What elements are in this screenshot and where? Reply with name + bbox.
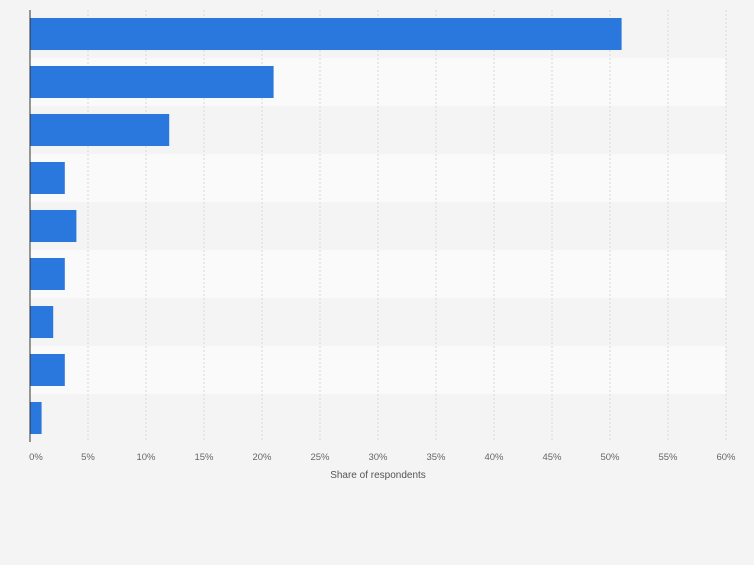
bar[interactable] <box>30 66 274 98</box>
bar[interactable] <box>30 114 170 146</box>
x-tick-labels: 0% 5% 10% 15% 20% 25% 30% 35% 40% 45% 50% 55% 60% <box>29 452 736 463</box>
x-tick-label: 0% <box>29 452 43 463</box>
x-axis-label: Share of respondents <box>330 470 426 481</box>
x-tick-label: 45% <box>542 452 562 463</box>
bar[interactable] <box>30 162 65 194</box>
x-tick-label: 50% <box>600 452 620 463</box>
bar[interactable] <box>30 210 77 242</box>
x-tick-label: 10% <box>136 452 156 463</box>
x-tick-label: 55% <box>658 452 678 463</box>
bar[interactable] <box>30 306 54 338</box>
x-tick-label: 15% <box>194 452 214 463</box>
x-tick-label: 40% <box>484 452 504 463</box>
x-tick-label: 35% <box>426 452 446 463</box>
x-tick-label: 5% <box>81 452 95 463</box>
x-tick-label: 60% <box>716 452 736 463</box>
x-tick-label: 25% <box>310 452 330 463</box>
bar[interactable] <box>30 402 42 434</box>
x-tick-label: 20% <box>252 452 272 463</box>
bar[interactable] <box>30 354 65 386</box>
bars <box>30 18 622 434</box>
x-tick-label: 30% <box>368 452 388 463</box>
bar[interactable] <box>30 18 622 50</box>
bar[interactable] <box>30 258 65 290</box>
